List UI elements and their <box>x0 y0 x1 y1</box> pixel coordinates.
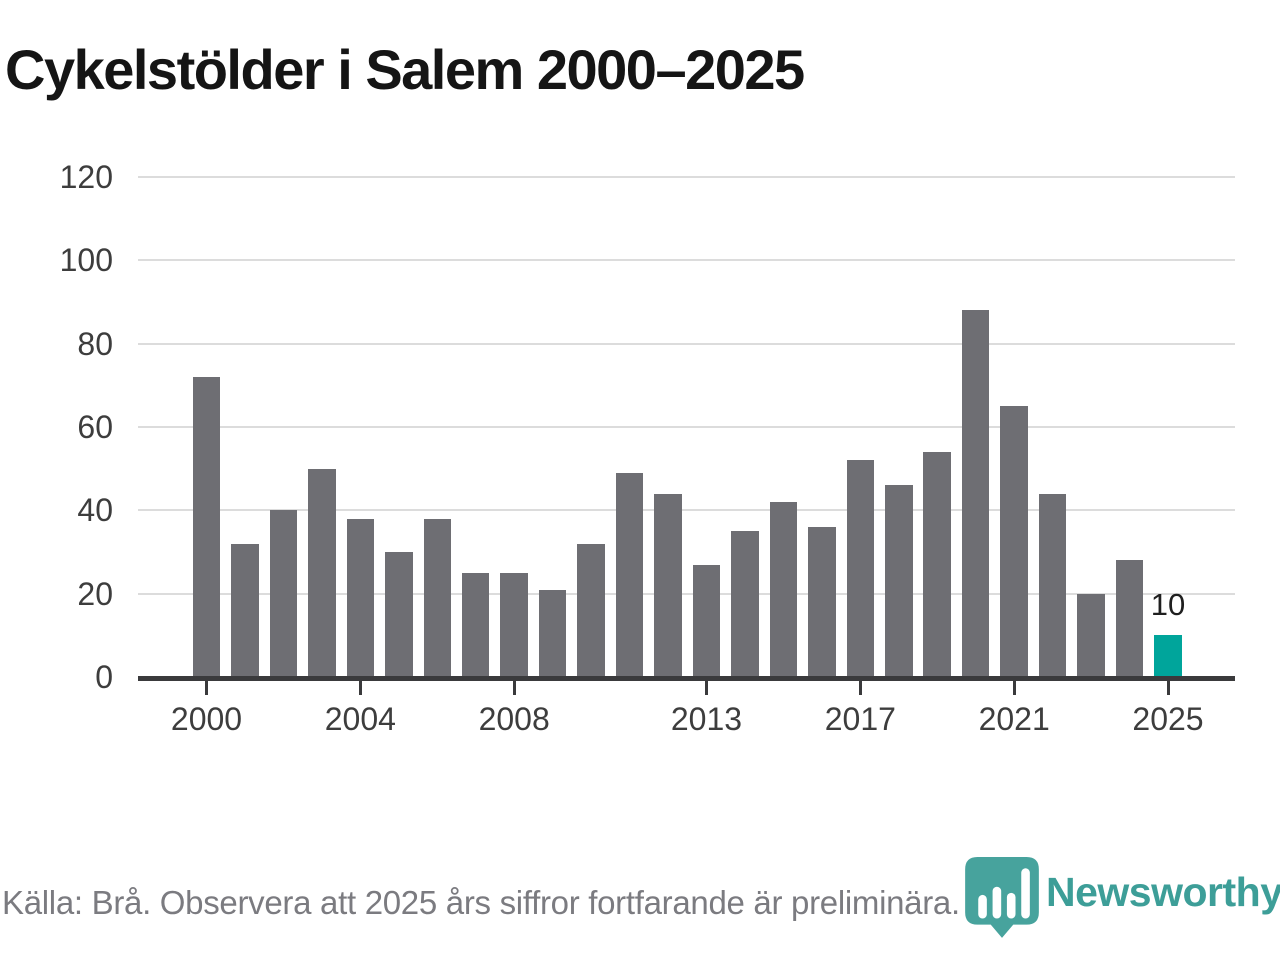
y-axis-label-40: 40 <box>77 492 113 529</box>
bar-2001 <box>231 543 259 677</box>
bar-2024 <box>1115 560 1144 677</box>
x-axis-label-2004: 2004 <box>324 701 396 737</box>
y-axis-label-80: 80 <box>77 325 113 362</box>
bar-2000 <box>192 377 221 677</box>
bar-2021 <box>1000 406 1028 677</box>
bar-2025 <box>1154 635 1182 677</box>
bar-2005 <box>385 552 413 677</box>
x-axis-label-2017: 2017 <box>824 701 896 737</box>
bar-2013 <box>692 564 721 677</box>
bar-2010 <box>577 543 605 677</box>
x-axis-label-2008: 2008 <box>478 701 550 737</box>
x-axis-tick-2000 <box>205 681 208 695</box>
bar-2008 <box>500 572 528 677</box>
bar-2009 <box>538 589 567 677</box>
gridline-20 <box>138 592 1235 595</box>
x-axis-label-2000: 2000 <box>170 701 243 737</box>
x-axis-tick-2025 <box>1166 681 1170 695</box>
bar-2017 <box>846 460 875 677</box>
newsworthy-logo-icon <box>965 857 1039 938</box>
bar-2003 <box>308 468 336 677</box>
y-axis-label-100: 100 <box>59 242 113 279</box>
bar-2006 <box>423 518 451 677</box>
bar-2016 <box>808 527 836 677</box>
bar-2020 <box>961 310 990 677</box>
bar-2012 <box>654 493 682 677</box>
chart-title: Cykelstölder i Salem 2000–2025 <box>5 38 805 101</box>
gridline-40 <box>138 509 1235 512</box>
highlight-value-label: 10 <box>1150 587 1186 623</box>
bar-2002 <box>269 510 298 677</box>
y-axis-label-60: 60 <box>77 409 113 445</box>
bar-2004 <box>346 518 375 677</box>
bar-2014 <box>731 531 759 677</box>
x-axis-label-2025: 2025 <box>1132 701 1204 737</box>
gridline-100 <box>138 259 1235 262</box>
x-axis-tick-2008 <box>512 681 516 695</box>
x-axis-line <box>138 676 1235 681</box>
x-axis-label-2013: 2013 <box>670 701 743 737</box>
x-axis-tick-2017 <box>858 681 862 695</box>
gridline-80 <box>138 342 1235 345</box>
newsworthy-logo: Newsworthy <box>963 855 1280 945</box>
bar-2011 <box>615 472 644 677</box>
y-axis-label-20: 20 <box>77 575 113 612</box>
bar-2015 <box>769 502 798 677</box>
gridline-60 <box>138 426 1235 428</box>
bar-2018 <box>885 485 913 677</box>
newsworthy-logo-text: Newsworthy <box>1046 869 1280 915</box>
bar-2022 <box>1038 493 1067 677</box>
x-axis-tick-2004 <box>358 681 362 695</box>
bar-2019 <box>923 452 951 677</box>
y-axis-label-0: 0 <box>95 659 113 695</box>
gridline-120 <box>138 176 1235 178</box>
bar-2007 <box>461 572 490 677</box>
x-axis-tick-2021 <box>1012 681 1016 695</box>
x-axis-tick-2013 <box>704 681 708 695</box>
source-note: Källa: Brå. Observera att 2025 års siffr… <box>2 884 960 921</box>
bar-2023 <box>1077 593 1105 677</box>
x-axis-label-2021: 2021 <box>978 701 1050 737</box>
y-axis-label-120: 120 <box>59 159 113 195</box>
